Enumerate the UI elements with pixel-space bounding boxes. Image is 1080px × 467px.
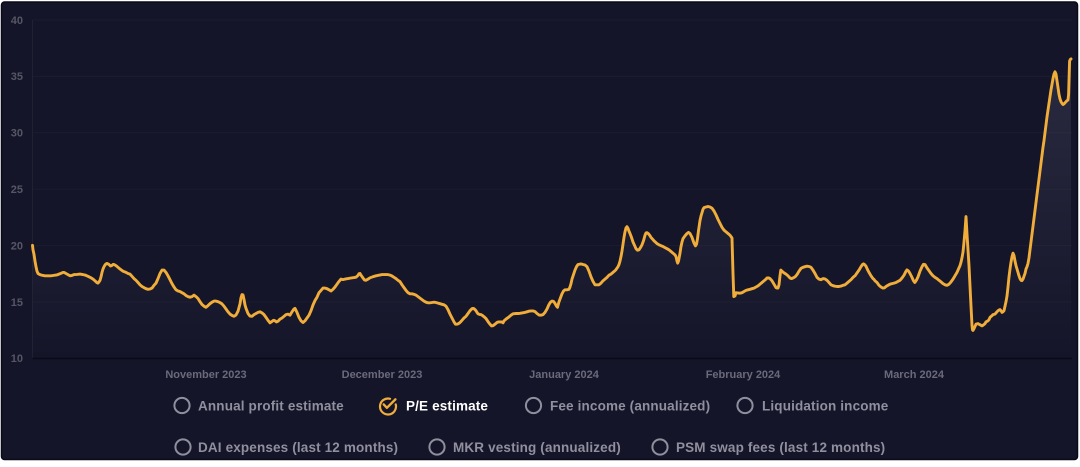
svg-text:PSM swap fees (last 12 months): PSM swap fees (last 12 months) xyxy=(676,440,885,455)
svg-text:March 2024: March 2024 xyxy=(884,369,945,381)
svg-text:30: 30 xyxy=(11,128,23,140)
svg-text:40: 40 xyxy=(11,15,23,27)
svg-text:February 2024: February 2024 xyxy=(706,369,781,381)
svg-text:10: 10 xyxy=(11,353,23,365)
svg-text:MKR vesting (annualized): MKR vesting (annualized) xyxy=(453,440,621,455)
svg-text:DAI expenses (last 12 months): DAI expenses (last 12 months) xyxy=(198,440,398,455)
svg-text:P/E estimate: P/E estimate xyxy=(406,399,488,414)
svg-text:20: 20 xyxy=(11,240,23,252)
svg-text:December 2023: December 2023 xyxy=(342,369,423,381)
svg-text:November 2023: November 2023 xyxy=(165,369,246,381)
svg-text:January 2024: January 2024 xyxy=(529,369,600,381)
svg-text:Liquidation income: Liquidation income xyxy=(762,399,889,414)
svg-text:35: 35 xyxy=(11,71,23,83)
svg-text:25: 25 xyxy=(11,184,23,196)
svg-text:Annual profit estimate: Annual profit estimate xyxy=(198,399,344,414)
svg-text:15: 15 xyxy=(11,297,23,309)
svg-text:Fee income (annualized): Fee income (annualized) xyxy=(550,399,710,414)
